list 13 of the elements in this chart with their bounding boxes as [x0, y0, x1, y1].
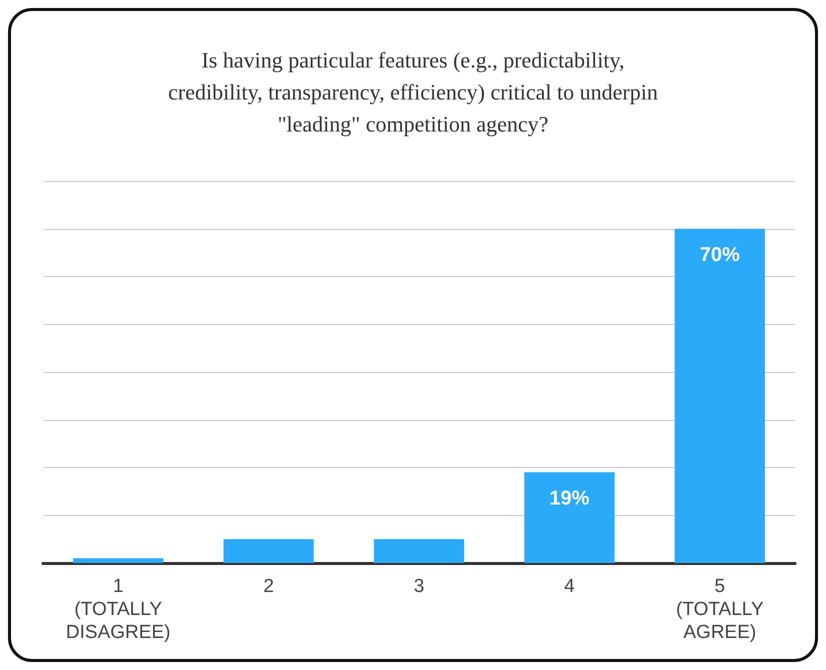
bar — [374, 539, 464, 563]
x-tick-label: 3 — [414, 576, 424, 597]
chart-title: Is having particular features (e.g., predictability, credibility, transparency, efficiency) critical to underpin "leading" competition agency? — [168, 48, 658, 136]
x-tick-label: 1 (TOTALLY DISAGREE) — [66, 576, 170, 643]
x-tick-label: 2 — [263, 576, 274, 597]
data-label: 19% — [549, 487, 590, 510]
x-tick-label: 5 (TOTALLY AGREE) — [676, 576, 764, 643]
x-tick-label: 4 — [564, 576, 576, 597]
bar — [524, 472, 615, 563]
bar — [674, 228, 765, 563]
bar — [223, 539, 314, 563]
data-label: 70% — [700, 244, 740, 266]
bar — [73, 558, 164, 563]
